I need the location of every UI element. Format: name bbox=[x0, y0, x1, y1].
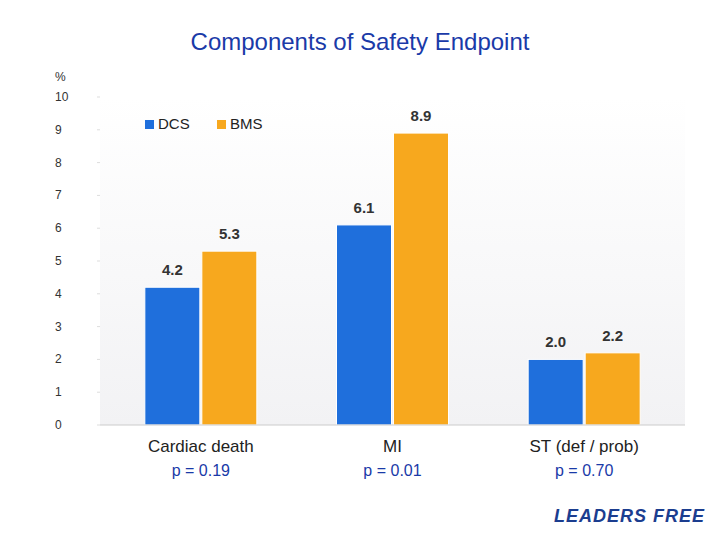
legend-swatch bbox=[145, 120, 154, 129]
x-axis-line bbox=[100, 425, 685, 426]
y-tick-label: 3 bbox=[55, 320, 62, 334]
logo-text: LEADERS FREE bbox=[554, 506, 705, 526]
bar bbox=[394, 133, 449, 425]
x-tick-label: Cardiac death bbox=[148, 437, 254, 456]
bar bbox=[528, 359, 583, 425]
y-tick-label: 2 bbox=[55, 352, 62, 366]
y-tick bbox=[97, 425, 100, 426]
y-tick-label: 1 bbox=[55, 385, 62, 399]
data-label: 8.9 bbox=[411, 107, 432, 124]
y-tick bbox=[97, 293, 100, 294]
data-label: 2.0 bbox=[545, 333, 566, 350]
y-tick bbox=[97, 97, 100, 98]
y-tick bbox=[97, 162, 100, 163]
y-tick-label: 9 bbox=[55, 123, 62, 137]
bar bbox=[585, 353, 640, 425]
x-tick-label: ST (def / prob) bbox=[530, 437, 639, 456]
legend-label: DCS bbox=[158, 115, 190, 132]
y-tick-label: 7 bbox=[55, 188, 62, 202]
y-tick bbox=[97, 228, 100, 229]
data-label: 5.3 bbox=[219, 225, 240, 242]
p-value: p = 0.01 bbox=[363, 462, 421, 479]
data-label: 4.2 bbox=[162, 261, 183, 278]
title: Components of Safety Endpoint bbox=[191, 28, 530, 55]
y-tick bbox=[97, 195, 100, 196]
legend-label: BMS bbox=[230, 115, 263, 132]
y-tick bbox=[97, 261, 100, 262]
plot-background bbox=[100, 97, 685, 425]
bar bbox=[202, 251, 257, 425]
y-tick bbox=[97, 359, 100, 360]
data-labels: 4.2 5.3 6.1 8.9 2.0 2.2 bbox=[162, 107, 623, 350]
data-label: 2.2 bbox=[602, 327, 623, 344]
y-axis-label: % bbox=[55, 70, 66, 84]
legend: DCS BMS bbox=[145, 115, 263, 132]
y-tick bbox=[97, 326, 100, 327]
chart-container: Components of Safety Endpoint% 0 1 2 3 4 5 6 7 8 9… bbox=[0, 0, 720, 540]
y-tick-label: 8 bbox=[55, 156, 62, 170]
bars bbox=[145, 133, 640, 425]
x-tick-label: MI bbox=[383, 437, 402, 456]
data-label: 6.1 bbox=[354, 199, 375, 216]
y-tick-label: 0 bbox=[55, 418, 62, 432]
y-tick bbox=[97, 129, 100, 130]
chart-svg: Components of Safety Endpoint% 0 1 2 3 4 5 6 7 8 9… bbox=[0, 0, 720, 540]
y-tick-label: 10 bbox=[55, 90, 69, 104]
y-tick bbox=[97, 392, 100, 393]
bar bbox=[145, 287, 200, 425]
y-tick-label: 5 bbox=[55, 254, 62, 268]
p-value: p = 0.70 bbox=[555, 462, 613, 479]
legend-swatch bbox=[217, 120, 226, 129]
y-tick-label: 4 bbox=[55, 287, 62, 301]
y-tick-label: 6 bbox=[55, 221, 62, 235]
p-value: p = 0.19 bbox=[172, 462, 230, 479]
bar bbox=[337, 225, 392, 425]
